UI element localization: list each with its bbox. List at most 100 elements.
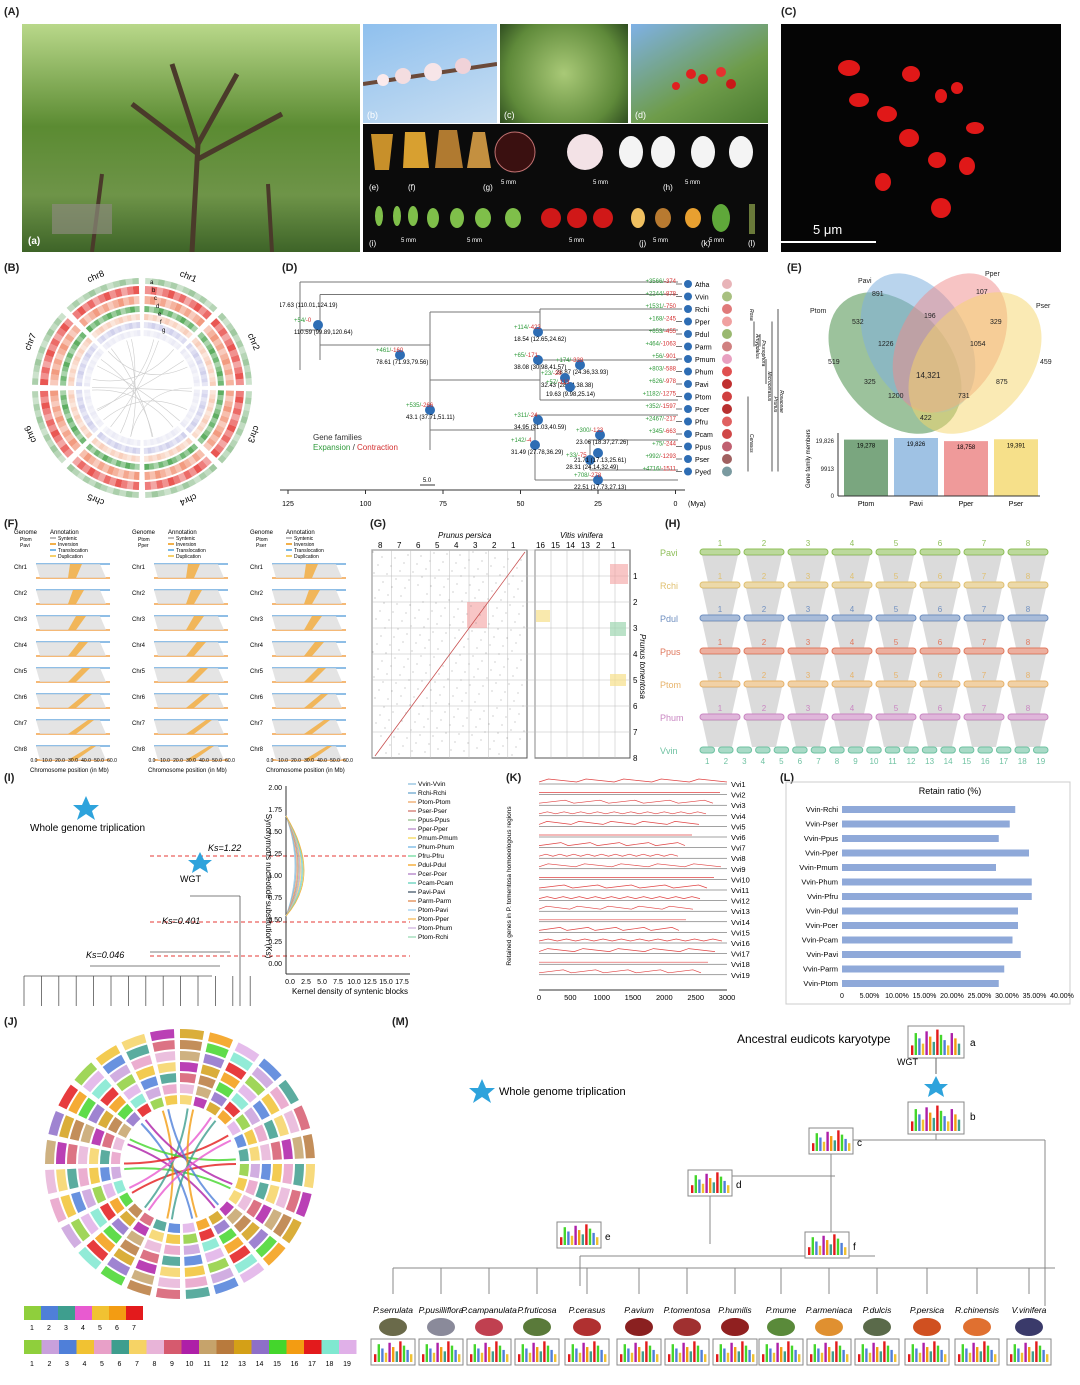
panel-label-e: (E) [787,262,802,274]
circos-segment [119,333,126,340]
species-thumbnail [722,429,732,439]
dot [506,737,508,739]
circos-segment [84,375,92,381]
circos-segment [120,479,128,489]
chromosome-bar [1007,548,1049,556]
circos-segment [129,330,135,338]
circos-segment [203,429,211,437]
karyotype-segment [126,1279,152,1296]
karyotype-segment [109,1064,131,1083]
subpanel-d-label: (d) [635,110,646,120]
species-dot [684,367,692,376]
karyotype-segment [213,1277,239,1295]
circos-segment [120,287,128,297]
karyotype-bar [936,1345,940,1362]
color-swatch [41,1340,59,1354]
karyotype-segment [234,1042,260,1063]
karyotype-bar [950,1033,953,1055]
karyotype-bar [929,1036,932,1055]
karyotype-segment [117,1123,132,1138]
circos-segment [59,342,69,352]
axis-tick-label: 20.0 [291,758,301,764]
chromosome-number: 2 [762,671,767,680]
subpanel-b-label: (b) [367,110,378,120]
axis-tick-label: 10.00% [885,993,909,1000]
karyotype-segment [123,1083,142,1100]
inversion-block [304,694,328,708]
karyotype-bar [716,1354,719,1362]
karyotype-segment [251,1067,274,1089]
chromosome-number: 6 [798,757,803,766]
panel-label-g: (G) [370,518,386,530]
chromosome-label: Chr6 [14,695,28,701]
row-label: Vvi13 [731,907,750,916]
bar-value-label: 18,758 [957,445,976,451]
circos-segment [32,397,40,405]
taxon-label: Microcerasus [766,372,772,402]
dot [404,687,406,689]
dot [406,737,408,739]
chromosome-bar [743,581,785,589]
dot [433,552,435,554]
inversion-block [186,564,200,578]
karyotype-bar [817,1348,820,1362]
chromosome-number: 5 [894,539,899,548]
legend-label: Pcam-Pcam [418,880,453,887]
dot [468,559,470,561]
circos-segment [126,438,132,445]
karyotype-bar [765,1344,768,1362]
axis-tick-label: 20.00% [940,993,964,1000]
karyotype-bar [1024,1342,1027,1362]
circos-segment [232,407,242,416]
circos-segment [93,416,101,423]
karyotype-bar [858,1354,861,1362]
species-label: Rchi [695,307,709,314]
dot [458,733,460,735]
subpanel-c-label: (c) [504,110,515,120]
bar-category-label: Vvin-Ptom [803,979,838,988]
circos-segment [224,368,233,376]
dot [420,555,422,557]
dot [419,634,421,636]
karyotype-bar [480,1352,484,1362]
circos-segment [113,450,120,458]
species-photo [379,1318,407,1336]
species-photo [1015,1318,1043,1336]
circos-segment [225,444,235,454]
karyotype-bar [682,1342,685,1362]
karyotype-segment [255,1204,272,1224]
karyotype-segment [220,1072,240,1089]
node-age: 78.61 (71.93,79.56) [376,360,428,366]
circos-segment [193,379,200,384]
circos-segment [82,292,91,301]
chromosome-number: 4 [850,671,855,680]
axis-tick-label: 10.0 [278,758,288,764]
circos-segment [102,291,112,302]
karyotype-segment [208,1210,224,1225]
dot [512,575,514,577]
node-label: b [970,1112,976,1123]
species-label: P.mume [766,1305,797,1315]
circos-segment [75,351,83,359]
circos-segment [79,362,87,369]
color-swatch [339,1340,357,1354]
dot [380,735,382,737]
collinear-ribbon [922,654,958,681]
karyotype-bar [939,1110,943,1131]
circos-segment [210,448,221,458]
x-axis-label: Kernel density of syntenic blocks [292,987,408,996]
circos-segment [193,392,200,397]
circos-segment [215,403,223,411]
axis-tick-label: 16 [536,541,545,550]
circos-segment [195,317,206,327]
bar [844,439,888,496]
chromosome-bar [787,713,829,721]
collinear-ribbon [966,555,1002,582]
track-label: e [158,312,162,318]
circos-segment [129,306,136,313]
karyotype-segment [121,1033,147,1051]
species-label: Pcer [695,407,710,414]
circos-segment [152,331,158,338]
circos-segment [243,403,251,412]
circos-segment [86,401,93,407]
